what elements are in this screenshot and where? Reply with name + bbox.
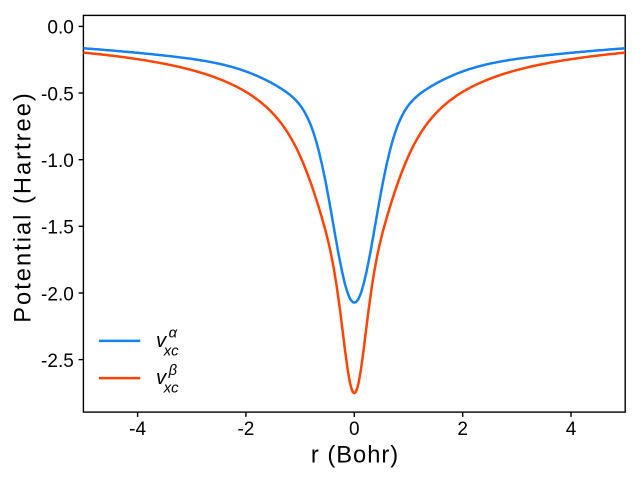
svg-text:xc: xc <box>163 381 179 397</box>
svg-text:r (Bohr): r (Bohr) <box>311 443 399 469</box>
svg-text:0: 0 <box>349 419 360 440</box>
svg-text:-2: -2 <box>237 419 254 440</box>
svg-text:-4: -4 <box>129 419 146 440</box>
svg-text:-1.5: -1.5 <box>41 218 74 239</box>
svg-text:-2.0: -2.0 <box>41 284 74 305</box>
svg-text:xc: xc <box>163 343 179 359</box>
svg-text:-2.5: -2.5 <box>41 351 74 372</box>
svg-text:β: β <box>168 363 178 379</box>
svg-text:v: v <box>156 330 168 352</box>
svg-text:-0.5: -0.5 <box>41 84 74 105</box>
svg-text:-1.0: -1.0 <box>41 151 74 172</box>
svg-text:2: 2 <box>457 419 468 440</box>
svg-text:v: v <box>156 367 168 389</box>
svg-text:α: α <box>169 326 178 342</box>
svg-text:Potential (Hartree): Potential (Hartree) <box>11 91 37 323</box>
svg-text:0.0: 0.0 <box>47 18 73 39</box>
svg-text:4: 4 <box>566 419 577 440</box>
